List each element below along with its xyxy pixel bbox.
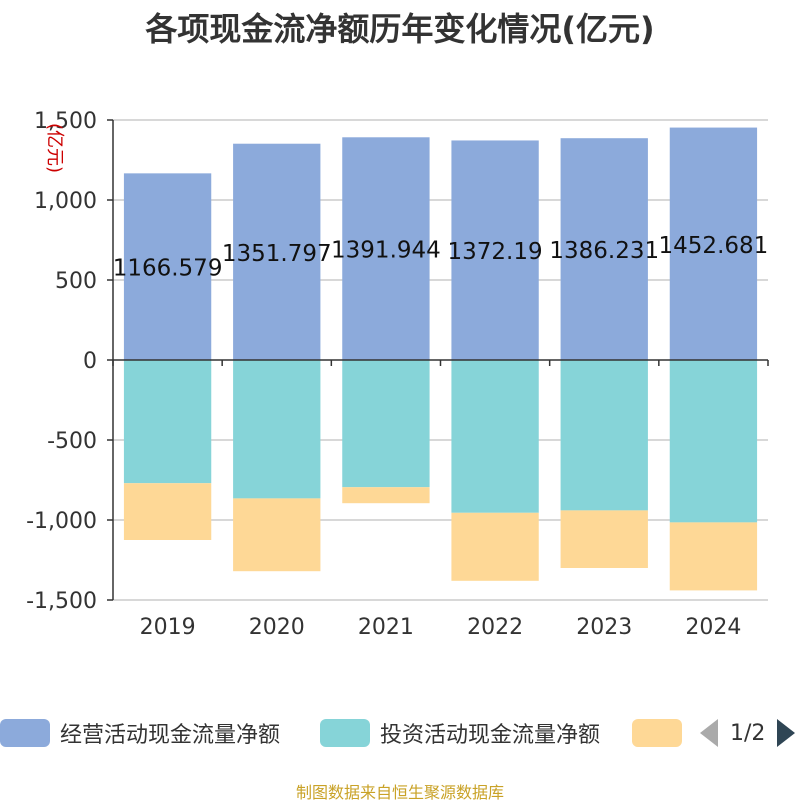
- prev-page-icon[interactable]: [700, 719, 718, 747]
- bar-financing: [233, 498, 321, 572]
- y-tick-label: -1,000: [26, 509, 97, 534]
- y-tick-label: -500: [47, 429, 97, 454]
- next-page-icon[interactable]: [777, 719, 796, 747]
- bar-financing: [669, 522, 758, 591]
- chart-title: 各项现金流净额历年变化情况(亿元): [145, 10, 655, 48]
- bar-investing: [123, 360, 212, 484]
- bar-operating: [233, 143, 321, 360]
- x-tick-label: 2019: [140, 615, 196, 640]
- bar-operating: [123, 173, 212, 360]
- data-label: 1391.944: [331, 238, 441, 264]
- y-tick-label: 1,500: [34, 109, 97, 134]
- bar-operating: [342, 137, 430, 360]
- x-tick-label: 2024: [685, 615, 741, 640]
- legend-pager: 1/2: [700, 718, 796, 748]
- bar-operating: [451, 140, 539, 360]
- bar-operating: [669, 127, 758, 360]
- bar-investing: [669, 360, 758, 523]
- bar-financing: [123, 483, 212, 540]
- legend-page-indicator: 1/2: [730, 720, 766, 746]
- data-label: 1372.19: [448, 239, 543, 265]
- stacked-bar-chart: 1,500 1,000 500 0 -500 -1,000 -1,500 2019 2020 20…: [26, 109, 769, 640]
- grid-lines: [113, 119, 768, 601]
- data-label: 1166.579: [113, 256, 223, 282]
- data-source-footer: 制图数据来自恒生聚源数据库: [295, 783, 504, 802]
- legend-swatch-investing: [320, 719, 370, 747]
- x-tick-label: 2021: [358, 615, 414, 640]
- y-tick-label: 500: [55, 269, 97, 294]
- legend-item-financing[interactable]: [632, 718, 692, 748]
- x-tick-label: 2023: [576, 615, 632, 640]
- x-tick-label: 2022: [467, 615, 523, 640]
- legend-item-operating[interactable]: 经营活动现金流量净额: [0, 718, 280, 748]
- data-label: 1351.797: [222, 241, 332, 267]
- bar-financing: [560, 510, 648, 568]
- legend-label-investing: 投资活动现金流量净额: [380, 723, 601, 748]
- legend-swatch-operating: [0, 719, 50, 747]
- data-label: 1386.231: [549, 238, 659, 264]
- bar-operating: [560, 138, 648, 360]
- axes: 1,500 1,000 500 0 -500 -1,000 -1,500 2019 2020 20…: [26, 109, 769, 640]
- legend-swatch-financing: [632, 719, 682, 747]
- legend-item-investing[interactable]: 投资活动现金流量净额: [320, 718, 600, 748]
- bar-investing: [342, 360, 430, 488]
- bar-investing: [233, 360, 321, 499]
- y-tick-label: 1,000: [34, 189, 97, 214]
- y-axis-unit-label: (亿元): [44, 123, 65, 173]
- bar-investing: [560, 360, 648, 511]
- bar-financing: [342, 487, 430, 504]
- legend: 经营活动现金流量净额 投资活动现金流量净额 1/2: [0, 712, 800, 756]
- y-tick-label: -1,500: [26, 589, 97, 614]
- bar-investing: [451, 360, 539, 513]
- bar-financing: [451, 512, 539, 581]
- x-tick-label: 2020: [249, 615, 305, 640]
- data-label: 1452.681: [659, 233, 769, 259]
- legend-label-operating: 经营活动现金流量净额: [60, 723, 281, 748]
- y-tick-label: 0: [83, 349, 97, 374]
- bar-marks: [123, 127, 758, 591]
